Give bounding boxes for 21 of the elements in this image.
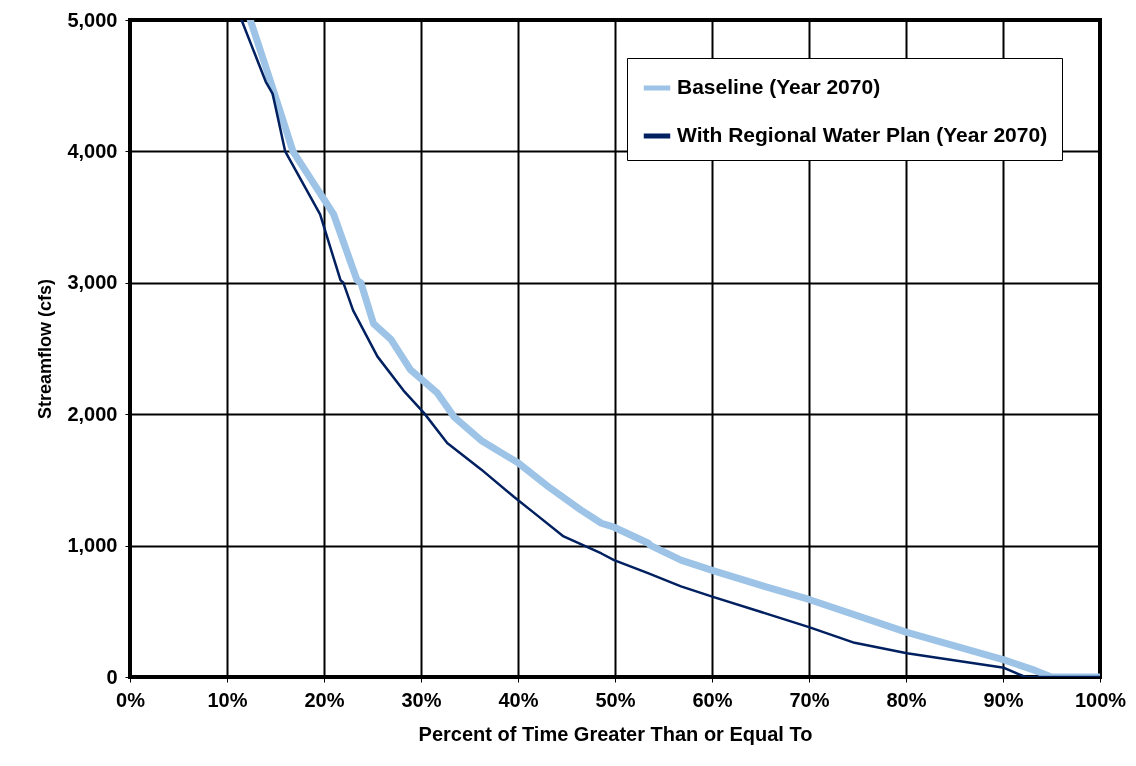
x-tick-label: 100% (1074, 688, 1127, 711)
y-tick-label: 0 (106, 665, 118, 688)
x-tick-label: 40% (498, 688, 539, 711)
x-tick-label: 50% (595, 688, 636, 711)
y-tick-label: 1,000 (67, 534, 118, 557)
x-tick-label: 20% (304, 688, 345, 711)
y-tick-label: 3,000 (67, 271, 118, 294)
y-tick-label: 4,000 (67, 139, 118, 162)
x-tick-label: 90% (983, 688, 1024, 711)
y-tick-label: 5,000 (67, 8, 118, 31)
x-tick-label: 60% (692, 688, 733, 711)
x-axis-title: Percent of Time Greater Than or Equal To (418, 722, 813, 745)
x-tick-label: 0% (116, 688, 146, 711)
y-axis-title: Streamflow (cfs) (35, 278, 56, 420)
x-tick-label: 10% (207, 688, 248, 711)
y-tick-label: 2,000 (67, 402, 118, 425)
x-tick-label: 80% (886, 688, 927, 711)
legend-label: With Regional Water Plan (Year 2070) (677, 123, 1048, 146)
legend-label: Baseline (Year 2070) (677, 75, 881, 98)
x-tick-label: 30% (401, 688, 442, 711)
x-tick-label: 70% (789, 688, 830, 711)
